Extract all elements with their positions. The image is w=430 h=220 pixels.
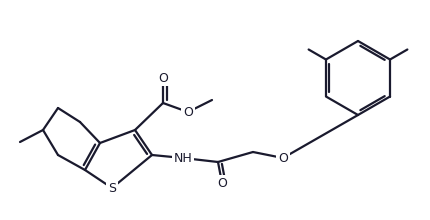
Text: O: O bbox=[183, 106, 193, 119]
Text: NH: NH bbox=[174, 152, 192, 165]
Text: O: O bbox=[158, 72, 168, 84]
Text: O: O bbox=[278, 152, 288, 165]
Text: S: S bbox=[108, 182, 116, 194]
Text: O: O bbox=[217, 176, 227, 189]
